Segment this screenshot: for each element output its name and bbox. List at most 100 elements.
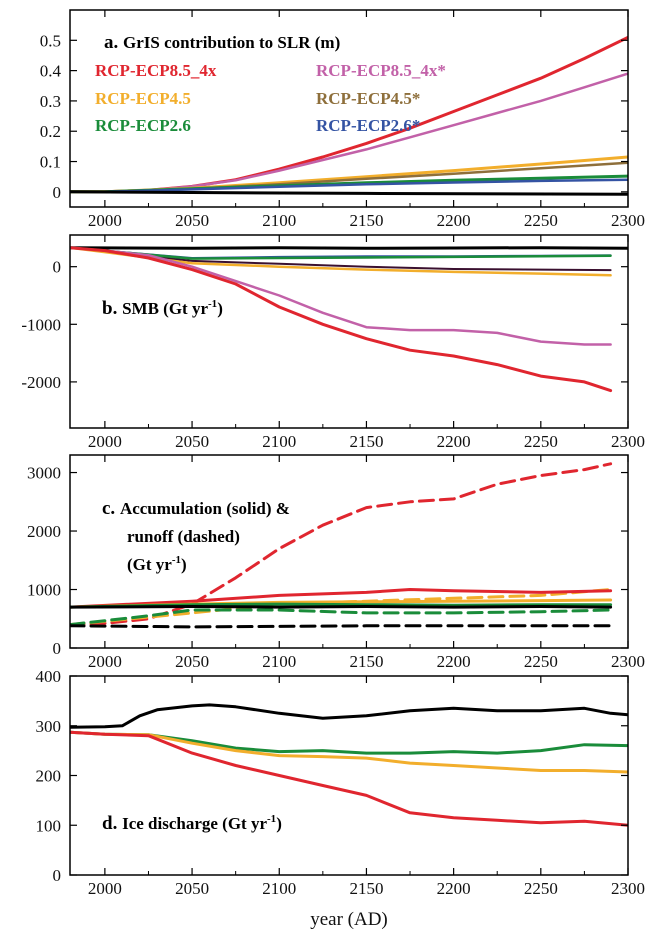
series-line-d-2 (70, 730, 628, 774)
panel-c: 2000 2050 2100 2150 2200 2250 2300 0 1000 2000 300… (27, 454, 645, 671)
y-tick-label-a-4: 0.4 (40, 62, 62, 81)
x-tick-label-c-6: 2300 (611, 652, 645, 671)
panel-title-main: Accumulation (solid) & (120, 499, 290, 518)
x-tick-label-b-3: 2150 (349, 432, 383, 451)
y-tick-label-d-0: 0 (53, 866, 62, 885)
y-tick-label-d-4: 400 (36, 667, 62, 686)
series-line-b-0 (70, 246, 628, 250)
panel-a-title: a. GrIS contribution to SLR (m) (104, 32, 340, 53)
x-tick-label-a-5: 2250 (524, 211, 558, 230)
panel-d-title: d. Ice discharge (Gt yr-1) (102, 813, 282, 834)
legend-entry-3: RCP-ECP4.5* (316, 89, 420, 108)
panel-title-sup: -1 (267, 813, 276, 825)
plot-frame-d (69, 675, 629, 876)
panel-c-title-line1: c. Accumulation (solid) & (102, 498, 290, 519)
series-line-c-3 (70, 624, 613, 629)
legend-entry-4: RCP-ECP2.6 (95, 116, 191, 135)
legend-entry-1: RCP-ECP8.5_4x* (316, 61, 446, 80)
y-tick-label-a-1: 0.1 (40, 153, 61, 172)
x-tick-label-d-5: 2250 (524, 879, 558, 898)
y-tick-label-c-1: 1000 (27, 581, 61, 600)
panel-title-main: SMB (Gt yr (122, 299, 208, 318)
x-tick-label-b-0: 2000 (88, 432, 122, 451)
panel-title-sup: -1 (208, 298, 217, 310)
x-tick-label-d-1: 2050 (175, 879, 209, 898)
x-tick-label-c-1: 2050 (175, 652, 209, 671)
series-line-c-6 (70, 602, 613, 609)
x-tick-label-d-0: 2000 (88, 879, 122, 898)
x-tick-label-a-6: 2300 (611, 211, 645, 230)
panel-title-main: (Gt yr (127, 555, 172, 574)
series-line-b-5 (70, 246, 612, 346)
y-tick-label-d-3: 300 (36, 717, 62, 736)
y-tick-label-c-3: 3000 (27, 464, 61, 483)
series-group-c (70, 462, 613, 629)
x-tick-label-c-0: 2000 (88, 652, 122, 671)
series-line-d-0 (70, 703, 628, 729)
panel-letter: c. (102, 498, 120, 519)
y-tick-label-b-1: -1000 (21, 315, 61, 334)
panel-a: 2000 2050 2100 2150 2200 2250 2300 0 0.1 0.2 0.3 0.… (40, 9, 645, 230)
series-group-d (70, 703, 628, 827)
panel-b: 2000 2050 2100 2150 2200 2250 2300 -2000 -1000 0 (21, 234, 645, 451)
series-line-a-6 (70, 190, 628, 196)
x-tick-label-b-2: 2100 (262, 432, 296, 451)
x-tick-label-a-3: 2150 (349, 211, 383, 230)
plot-frame-a (69, 9, 629, 208)
x-tick-label-d-2: 2100 (262, 879, 296, 898)
x-tick-label-b-5: 2250 (524, 432, 558, 451)
panel-letter: a. (104, 32, 123, 53)
x-tick-label-b-4: 2200 (437, 432, 471, 451)
x-tick-label-d-3: 2150 (349, 879, 383, 898)
series-group-b (70, 246, 628, 393)
x-axis-label: year (AD) (310, 909, 388, 930)
x-tick-label-d-4: 2200 (437, 879, 471, 898)
panel-c-title-line3: (Gt yr-1) (127, 554, 187, 574)
y-tick-label-b-0: -2000 (21, 373, 61, 392)
series-line-b-3 (70, 246, 612, 260)
panel-title-close: ) (276, 814, 282, 833)
y-tick-label-d-2: 200 (36, 767, 62, 786)
x-tick-label-a-4: 2200 (437, 211, 471, 230)
x-tick-label-d-6: 2300 (611, 879, 645, 898)
y-tick-label-c-2: 2000 (27, 522, 61, 541)
y-tick-label-a-3: 0.3 (40, 92, 61, 111)
y-tick-label-a-2: 0.2 (40, 122, 61, 141)
legend-entry-0: RCP-ECP8.5_4x (95, 61, 217, 80)
x-tick-label-c-2: 2100 (262, 652, 296, 671)
legend-entry-2: RCP-ECP4.5 (95, 89, 191, 108)
x-tick-label-a-0: 2000 (88, 211, 122, 230)
series-line-a-5 (70, 178, 628, 194)
y-tick-label-b-2: 0 (53, 258, 62, 277)
x-tick-label-a-2: 2100 (262, 211, 296, 230)
panel-b-title: b. SMB (Gt yr-1) (102, 298, 223, 319)
plot-frame-c (69, 454, 629, 649)
panel-title-main: Ice discharge (Gt yr (122, 814, 267, 833)
x-tick-label-b-1: 2050 (175, 432, 209, 451)
legend-entry-5: RCP-ECP2.6* (316, 116, 420, 135)
panel-c-title-line2: runoff (dashed) (127, 527, 240, 546)
x-tick-label-c-4: 2200 (437, 652, 471, 671)
y-tick-label-c-0: 0 (53, 639, 62, 658)
panel-letter: d. (102, 813, 122, 834)
series-line-a-2 (70, 155, 628, 194)
x-tick-label-b-6: 2300 (611, 432, 645, 451)
panel-letter: b. (102, 298, 122, 319)
y-tick-label-a-0: 0 (53, 183, 62, 202)
panel-title-sup: -1 (172, 554, 181, 566)
series-line-c-2 (70, 608, 613, 627)
y-tick-label-d-1: 100 (36, 816, 62, 835)
series-group-a (70, 35, 628, 196)
series-line-b-6 (70, 246, 613, 393)
series-line-b-1 (70, 246, 612, 272)
series-line-c-7 (70, 605, 613, 609)
series-line-c-4 (70, 588, 613, 609)
series-line-d-3 (70, 730, 628, 827)
x-tick-label-a-1: 2050 (175, 211, 209, 230)
panel-d: 2000 2050 2100 2150 2200 2250 2300 0 100 200 300 40… (36, 667, 646, 898)
panel-title-close: ) (181, 555, 187, 574)
panel-title-close: ) (217, 299, 223, 318)
x-tick-label-c-5: 2250 (524, 652, 558, 671)
